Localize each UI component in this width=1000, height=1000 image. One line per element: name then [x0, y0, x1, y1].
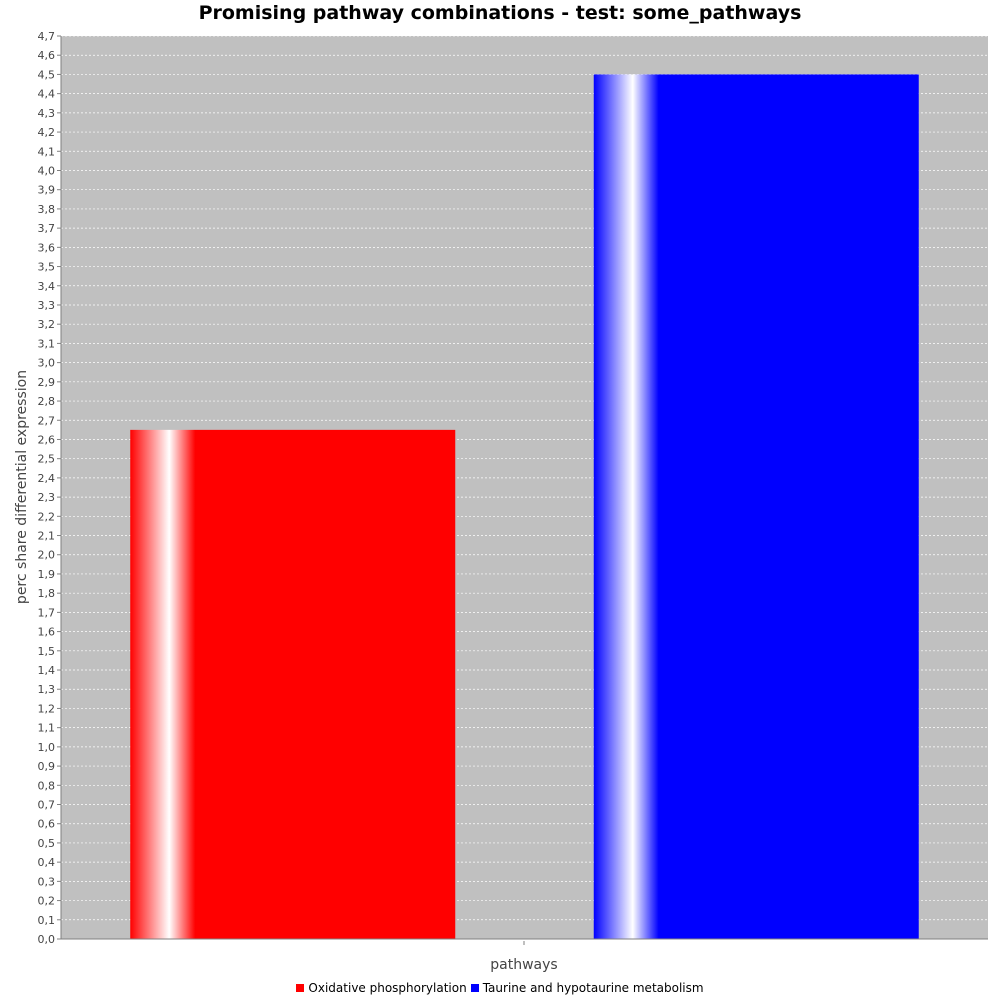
- y-tick-label: 0,8: [38, 779, 56, 792]
- legend-item: Taurine and hypotaurine metabolism: [470, 981, 704, 995]
- bar-taurine-and-hypotaurine-metabolism: [593, 74, 919, 939]
- y-tick-label: 1,3: [38, 683, 56, 696]
- y-axis-label: perc share differential expression: [14, 370, 30, 604]
- y-tick-label: 2,7: [38, 414, 56, 427]
- y-tick-label: 2,8: [38, 395, 56, 408]
- y-tick-label: 3,2: [38, 318, 56, 331]
- y-tick-label: 3,4: [38, 280, 56, 293]
- y-tick-label: 4,4: [38, 88, 56, 101]
- y-tick-label: 3,0: [38, 357, 56, 370]
- y-tick-label: 4,1: [38, 145, 56, 158]
- y-tick-label: 0,7: [38, 799, 56, 812]
- y-tick-label: 4,0: [38, 164, 56, 177]
- y-tick-label: 3,3: [38, 299, 56, 312]
- y-axis-ticks: 0,0 0,1 0,2 0,3 0,4 0,5 0,6 0,7 0,8 0,9 1,0 1,1 1,2 1…: [38, 30, 61, 946]
- y-tick-label: 0,0: [38, 933, 56, 946]
- y-tick-label: 1,5: [38, 645, 56, 658]
- y-tick-label: 2,4: [38, 472, 56, 485]
- y-tick-label: 3,9: [38, 184, 56, 197]
- y-tick-label: 3,1: [38, 337, 56, 350]
- y-tick-label: 3,6: [38, 241, 56, 254]
- legend: Oxidative phosphorylation Taurine and hyp…: [0, 981, 1000, 995]
- y-tick-label: 2,6: [38, 433, 56, 446]
- y-tick-label: 1,0: [38, 741, 56, 754]
- legend-label: Taurine and hypotaurine metabolism: [482, 981, 704, 995]
- y-tick-label: 0,4: [38, 856, 56, 869]
- legend-item: Oxidative phosphorylation: [296, 981, 467, 995]
- y-tick-label: 4,2: [38, 126, 56, 139]
- y-tick-label: 4,3: [38, 107, 56, 120]
- bars: [130, 74, 919, 939]
- y-tick-label: 0,1: [38, 914, 56, 927]
- y-tick-label: 0,9: [38, 760, 56, 773]
- y-tick-label: 3,7: [38, 222, 56, 235]
- legend-swatch: [470, 984, 479, 992]
- y-tick-label: 2,0: [38, 549, 56, 562]
- y-tick-label: 0,5: [38, 837, 56, 850]
- y-tick-label: 4,7: [38, 30, 56, 43]
- y-tick-label: 2,9: [38, 376, 56, 389]
- y-tick-label: 0,6: [38, 818, 56, 831]
- legend-label: Oxidative phosphorylation: [308, 981, 467, 995]
- y-tick-label: 4,5: [38, 68, 56, 81]
- y-tick-label: 4,6: [38, 49, 56, 62]
- y-tick-label: 1,6: [38, 626, 56, 639]
- y-tick-label: 1,1: [38, 722, 56, 735]
- y-tick-label: 2,5: [38, 453, 56, 466]
- y-tick-label: 0,3: [38, 875, 56, 888]
- y-tick-label: 1,7: [38, 606, 56, 619]
- y-tick-label: 1,8: [38, 587, 56, 600]
- y-tick-label: 2,1: [38, 530, 56, 543]
- y-tick-label: 1,4: [38, 664, 56, 677]
- y-tick-label: 1,9: [38, 568, 56, 581]
- y-tick-label: 2,3: [38, 491, 56, 504]
- bar-oxidative-phosphorylation: [130, 429, 456, 939]
- y-tick-label: 1,2: [38, 702, 56, 715]
- x-axis-label: pathways: [490, 957, 557, 973]
- y-tick-label: 2,2: [38, 510, 56, 523]
- chart-title: Promising pathway combinations - test: s…: [198, 2, 802, 24]
- y-tick-label: 3,8: [38, 203, 56, 216]
- y-tick-label: 0,2: [38, 895, 56, 908]
- legend-swatch: [296, 984, 305, 992]
- y-tick-label: 3,5: [38, 261, 56, 274]
